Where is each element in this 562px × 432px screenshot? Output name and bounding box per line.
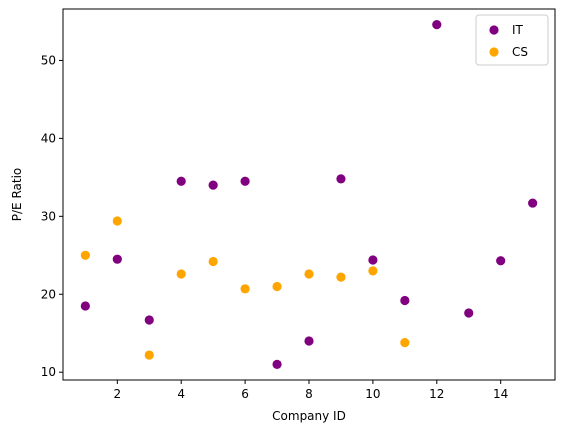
data-point-it-11 (400, 295, 410, 306)
data-point-cs-2 (112, 216, 122, 226)
data-point-it-8 (304, 336, 314, 346)
legend-label-it: IT (512, 23, 524, 37)
y-tick-label: 30 (41, 209, 56, 223)
series-cs (80, 216, 410, 360)
legend-marker-it (489, 25, 499, 35)
data-point-it-1 (80, 301, 90, 311)
data-point-it-7 (272, 359, 282, 370)
x-tick-label: 14 (493, 387, 508, 401)
data-point-cs-9 (336, 272, 346, 282)
data-point-it-14 (496, 256, 506, 266)
y-tick-label: 10 (41, 365, 56, 379)
legend-label-cs: CS (512, 45, 528, 59)
data-point-cs-1 (80, 250, 90, 260)
y-tick-label: 40 (41, 131, 56, 145)
data-point-it-13 (464, 308, 474, 318)
data-point-cs-7 (272, 281, 282, 292)
data-point-it-2 (112, 254, 122, 264)
data-point-cs-5 (208, 256, 218, 267)
data-point-it-10 (368, 255, 378, 265)
data-point-cs-6 (240, 284, 250, 294)
data-point-it-9 (336, 174, 346, 184)
data-point-it-12 (432, 19, 442, 30)
x-tick-label: 4 (177, 387, 185, 401)
data-point-cs-3 (144, 350, 154, 360)
data-point-it-6 (240, 176, 250, 186)
x-tick-label: 8 (305, 387, 313, 401)
data-point-cs-11 (400, 337, 410, 348)
legend-marker-cs (489, 47, 499, 57)
x-tick-label: 12 (429, 387, 444, 401)
y-tick-label: 50 (41, 53, 56, 67)
x-tick-label: 6 (241, 387, 249, 401)
legend: IT CS (475, 14, 549, 66)
data-point-cs-8 (304, 269, 314, 279)
data-point-it-4 (176, 176, 186, 186)
x-tick-label: 2 (113, 387, 121, 401)
x-axis: 2 4 6 8 10 12 14 (113, 380, 508, 401)
x-tick-label: 10 (365, 387, 380, 401)
data-point-cs-4 (176, 269, 186, 279)
data-point-it-15 (528, 198, 538, 208)
y-axis: 10 20 30 40 50 (41, 53, 63, 379)
y-axis-label: P/E Ratio (10, 168, 24, 221)
data-point-it-5 (208, 180, 218, 190)
x-axis-label: Company ID (272, 409, 346, 423)
plot-area (80, 19, 538, 370)
data-point-it-3 (144, 315, 154, 325)
data-point-cs-10 (368, 266, 378, 276)
series-it (80, 19, 538, 370)
y-tick-label: 20 (41, 287, 56, 301)
